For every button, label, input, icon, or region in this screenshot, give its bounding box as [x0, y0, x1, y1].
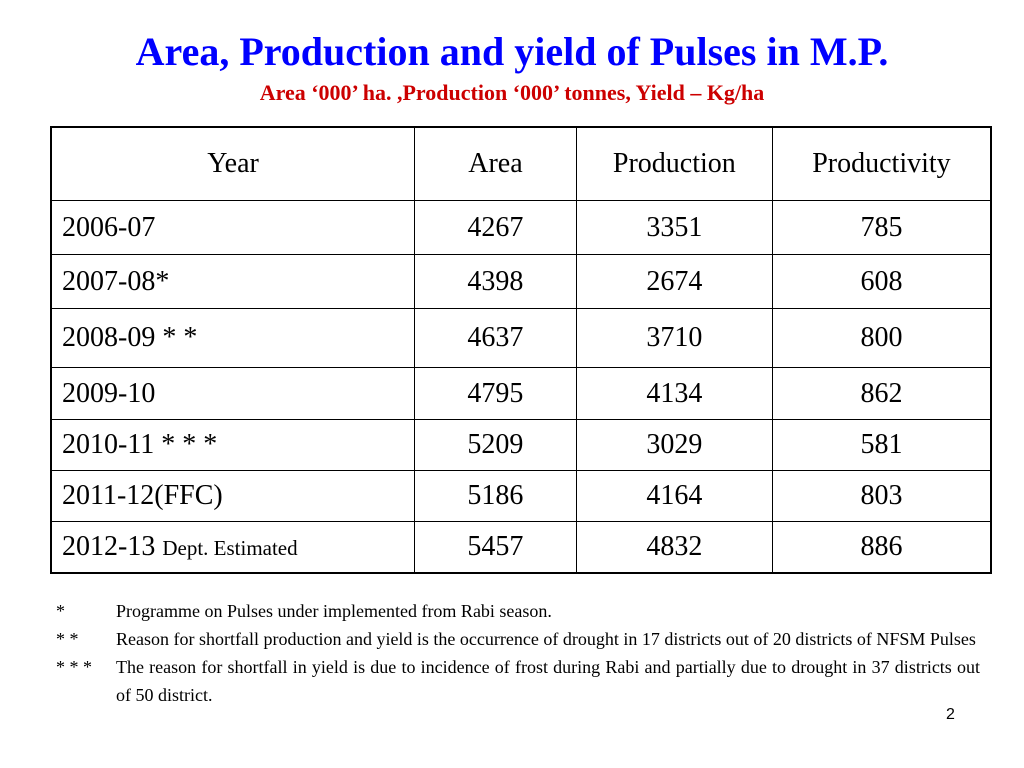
table-row: 2011-12(FFC) 5186 4164 803 — [50, 470, 992, 522]
cell-year: 2006-07 — [50, 200, 416, 255]
footnote-text: The reason for shortfall in yield is due… — [116, 657, 980, 705]
cell-area: 4398 — [414, 254, 577, 309]
header-production: Production — [575, 126, 773, 201]
footnote-text: Programme on Pulses under implemented fr… — [116, 601, 552, 621]
cell-year: 2012-13 Dept. Estimated — [50, 521, 416, 573]
header-productivity: Productivity — [771, 126, 992, 201]
cell-production: 3029 — [575, 419, 773, 471]
cell-production: 3351 — [575, 200, 773, 255]
cell-year: 2010-11 * * * — [50, 419, 416, 471]
cell-productivity: 800 — [771, 308, 992, 368]
page-subtitle: Area ‘000’ ha. ,Production ‘000’ tonnes,… — [259, 80, 765, 105]
cell-productivity: 608 — [771, 254, 992, 309]
cell-area: 5186 — [414, 470, 577, 522]
cell-area: 4267 — [414, 200, 577, 255]
cell-production: 3710 — [575, 308, 773, 368]
cell-area: 4637 — [414, 308, 577, 368]
page-title: Area, Production and yield of Pulses in … — [135, 29, 889, 74]
table-row: 2010-11 * * * 5209 3029 581 — [50, 419, 992, 471]
footnote-mark: * — [56, 601, 65, 621]
cell-production: 2674 — [575, 254, 773, 309]
cell-year: 2007-08* — [50, 254, 416, 309]
table-row: 2012-13 Dept. Estimated 5457 4832 886 — [50, 521, 992, 573]
cell-year: 2011-12(FFC) — [50, 470, 416, 522]
header-area: Area — [414, 126, 577, 201]
table-row: 2006-07 4267 3351 785 — [50, 200, 992, 255]
cell-productivity: 785 — [771, 200, 992, 255]
footnote: * * Reason for shortfall production and … — [56, 625, 980, 653]
cell-production: 4832 — [575, 521, 773, 573]
cell-production: 4164 — [575, 470, 773, 522]
footnote-mark: * * — [56, 629, 79, 649]
cell-area: 4795 — [414, 367, 577, 420]
footnotes: * Programme on Pulses under implemented … — [56, 597, 980, 709]
cell-year: 2008-09 * * — [50, 308, 416, 368]
cell-productivity: 862 — [771, 367, 992, 420]
header-year: Year — [50, 126, 416, 201]
page-number: 2 — [946, 706, 955, 723]
year-note: Dept. Estimated — [162, 535, 298, 560]
footnote-mark: * * * — [56, 657, 92, 677]
pulses-table: Year Area Production Productivity 2006-0… — [50, 126, 992, 574]
table-row: 2009-10 4795 4134 862 — [50, 367, 992, 420]
table-header-row: Year Area Production Productivity — [50, 126, 992, 201]
footnote-text: Reason for shortfall production and yiel… — [116, 629, 976, 649]
cell-area: 5457 — [414, 521, 577, 573]
footnote: * * * The reason for shortfall in yield … — [56, 653, 980, 709]
cell-productivity: 803 — [771, 470, 992, 522]
year-label: 2012-13 — [62, 530, 156, 562]
table-row: 2007-08* 4398 2674 608 — [50, 254, 992, 309]
table-row: 2008-09 * * 4637 3710 800 — [50, 308, 992, 368]
cell-area: 5209 — [414, 419, 577, 471]
cell-year: 2009-10 — [50, 367, 416, 420]
cell-production: 4134 — [575, 367, 773, 420]
footnote: * Programme on Pulses under implemented … — [56, 597, 980, 625]
cell-productivity: 886 — [771, 521, 992, 573]
cell-productivity: 581 — [771, 419, 992, 471]
